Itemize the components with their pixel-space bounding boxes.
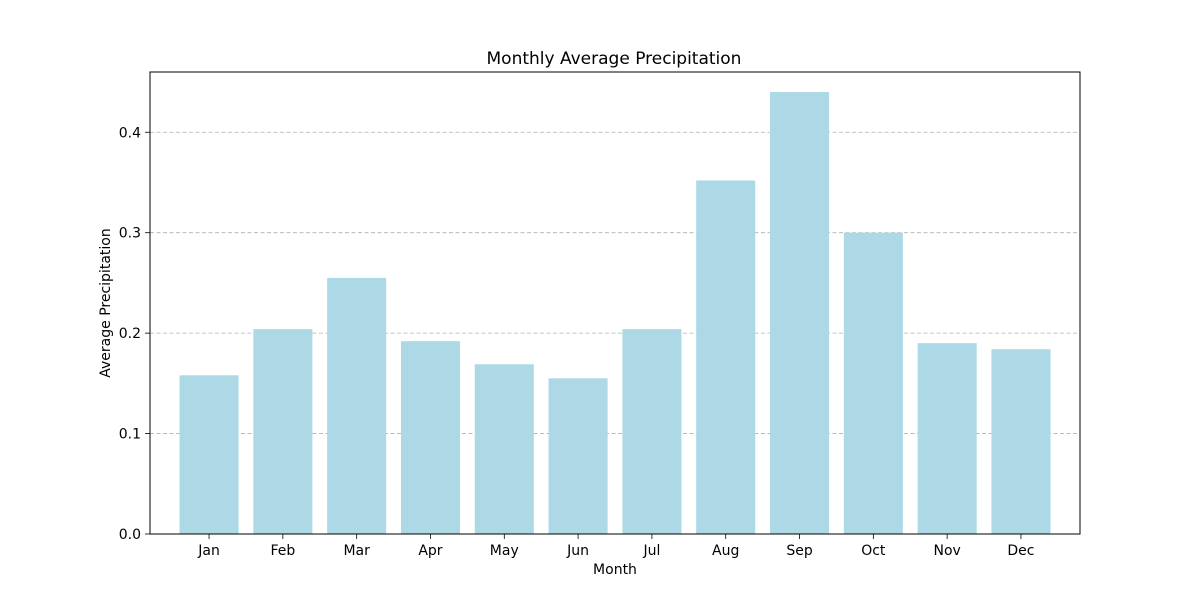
bar-jun <box>548 378 608 534</box>
x-tick-label: Nov <box>933 543 960 559</box>
bars-layer <box>179 92 1051 535</box>
bar-nov <box>917 343 977 534</box>
bar-oct <box>843 232 903 534</box>
bar-sep <box>770 92 830 534</box>
x-tick-label: Jul <box>642 543 660 559</box>
y-tick-label: 0.1 <box>119 427 141 443</box>
bar-apr <box>400 341 460 534</box>
y-tick-label: 0.0 <box>119 527 141 543</box>
x-axis-ticks: Jan Feb Mar Apr May Jun Jul Aug Sep Oct Nov Dec <box>197 534 1034 559</box>
bar-dec <box>991 349 1051 534</box>
x-tick-label: Jan <box>197 543 220 559</box>
x-tick-label: Aug <box>712 543 739 559</box>
x-tick-label: Mar <box>343 543 370 559</box>
y-tick-label: 0.3 <box>119 226 141 242</box>
y-axis-ticks: 0.0 0.1 0.2 0.3 0.4 <box>119 125 150 543</box>
x-tick-label: Oct <box>861 543 886 559</box>
x-tick-label: Apr <box>418 543 442 559</box>
x-tick-label: Feb <box>270 543 295 559</box>
bar-jan <box>179 375 239 534</box>
plot-frame <box>149 71 1081 535</box>
y-tick-label: 0.4 <box>119 125 141 141</box>
y-axis-label: Average Precipitation <box>98 228 114 377</box>
bar-feb <box>253 329 313 534</box>
x-tick-label: Sep <box>786 543 813 559</box>
bar-mar <box>327 277 387 534</box>
chart-title: Monthly Average Precipitation <box>487 49 742 69</box>
bar-aug <box>696 180 756 535</box>
x-tick-label: May <box>490 543 519 559</box>
bar-jul <box>622 329 682 534</box>
x-axis-label: Month <box>593 562 637 578</box>
x-tick-label: Dec <box>1007 543 1034 559</box>
x-tick-label: Jun <box>566 543 589 559</box>
bar-may <box>474 364 534 534</box>
y-tick-label: 0.2 <box>119 326 141 342</box>
